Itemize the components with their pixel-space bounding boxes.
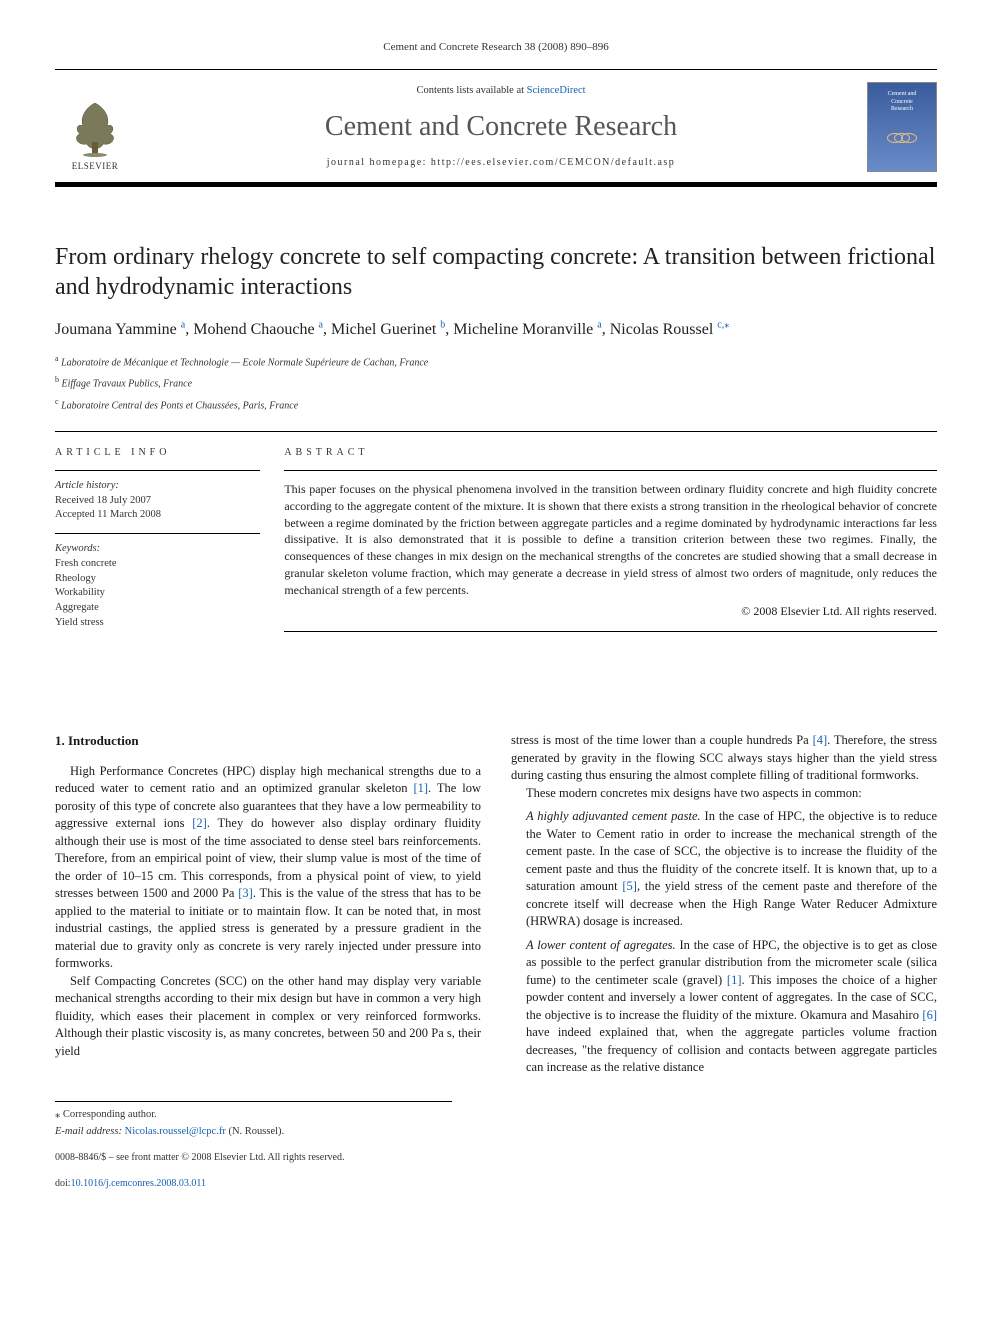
doi-line: doi:10.1016/j.cemconres.2008.03.011 (55, 1177, 937, 1191)
body-paragraph: stress is most of the time lower than a … (511, 732, 937, 785)
cover-rings-icon (887, 133, 917, 145)
abstract-text: This paper focuses on the physical pheno… (284, 470, 937, 599)
article-title: From ordinary rhelogy concrete to self c… (55, 242, 937, 302)
body-paragraph: High Performance Concretes (HPC) display… (55, 763, 481, 973)
body-list-item: A highly adjuvanted cement paste. In the… (526, 808, 937, 931)
accepted-date: Accepted 11 March 2008 (55, 508, 260, 523)
contents-available: Contents lists available at ScienceDirec… (135, 84, 867, 99)
author: Mohend Chaouche a (193, 321, 323, 338)
authors-list: Joumana Yammine a, Mohend Chaouche a, Mi… (55, 318, 937, 341)
ref-link[interactable]: [5] (622, 879, 637, 893)
keyword: Aggregate (55, 601, 260, 616)
corresponding-author-link[interactable]: ⁎ (724, 319, 729, 330)
keywords-block: Keywords: Fresh concrete Rheology Workab… (55, 533, 260, 630)
email-label: E-mail address: (55, 1126, 122, 1137)
journal-homepage: journal homepage: http://ees.elsevier.co… (135, 156, 867, 170)
article-info-head: ARTICLE INFO (55, 446, 260, 460)
keyword: Yield stress (55, 616, 260, 631)
elsevier-tree-icon (65, 98, 125, 158)
keyword: Fresh concrete (55, 557, 260, 572)
sciencedirect-link[interactable]: ScienceDirect (527, 85, 586, 96)
front-matter: 0008-8846/$ – see front matter © 2008 El… (55, 1151, 937, 1165)
keywords-label: Keywords: (55, 542, 260, 557)
received-date: Received 18 July 2007 (55, 494, 260, 509)
affiliation: c Laboratoire Central des Ponts et Chaus… (55, 396, 937, 413)
cover-title: Cement and Concrete Research (888, 91, 917, 113)
section-heading: 1. Introduction (55, 732, 481, 750)
author: Micheline Moranville a (453, 321, 601, 338)
author: Nicolas Roussel c,⁎ (610, 321, 730, 338)
journal-title: Cement and Concrete Research (135, 107, 867, 146)
ref-link[interactable]: [6] (922, 1008, 937, 1022)
doi-link[interactable]: 10.1016/j.cemconres.2008.03.011 (71, 1178, 206, 1189)
elsevier-logo: ELSEVIER (55, 82, 135, 172)
author: Joumana Yammine a (55, 321, 185, 338)
journal-reference: Cement and Concrete Research 38 (2008) 8… (55, 40, 937, 55)
abstract-copyright: © 2008 Elsevier Ltd. All rights reserved… (284, 603, 937, 620)
aff-link[interactable]: c (717, 319, 721, 330)
contents-prefix: Contents lists available at (416, 85, 526, 96)
journal-cover-thumbnail: Cement and Concrete Research (867, 82, 937, 172)
corr-label: Corresponding author. (63, 1109, 157, 1120)
affiliation: a Laboratoire de Mécanique et Technologi… (55, 353, 937, 370)
keyword: Workability (55, 586, 260, 601)
ref-link[interactable]: [1] (413, 781, 428, 795)
ref-link[interactable]: [4] (813, 733, 828, 747)
abstract-head: ABSTRACT (284, 446, 937, 460)
body-paragraph: Self Compacting Concretes (SCC) on the o… (55, 973, 481, 1061)
author: Michel Guerinet b (331, 321, 445, 338)
ref-link[interactable]: [1] (727, 973, 742, 987)
ref-link[interactable]: [3] (238, 886, 253, 900)
journal-header: ELSEVIER Contents lists available at Sci… (55, 69, 937, 187)
ref-link[interactable]: [2] (192, 816, 207, 830)
article-history: Article history: Received 18 July 2007 A… (55, 470, 260, 523)
elsevier-label: ELSEVIER (72, 160, 119, 173)
email-name: (N. Roussel). (228, 1126, 284, 1137)
corresponding-footnote: ⁎ Corresponding author. E-mail address: … (55, 1101, 452, 1139)
email-link[interactable]: Nicolas.roussel@lcpc.fr (125, 1126, 226, 1137)
body-paragraph: These modern concretes mix designs have … (511, 785, 937, 803)
body-list-item: A lower content of agregates. In the cas… (526, 937, 937, 1077)
article-body: 1. Introduction High Performance Concret… (55, 732, 937, 1077)
history-label: Article history: (55, 479, 260, 494)
keyword: Rheology (55, 572, 260, 587)
affiliation: b Eiffage Travaux Publics, France (55, 374, 937, 391)
